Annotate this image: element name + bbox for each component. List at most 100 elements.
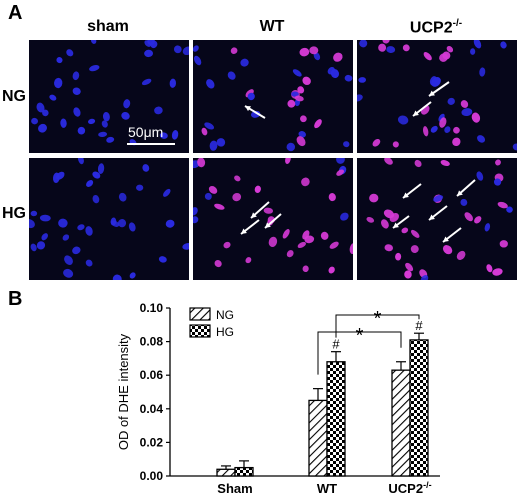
cell-nucleus bbox=[129, 272, 136, 279]
cell-nucleus bbox=[452, 137, 461, 147]
cell-nucleus bbox=[182, 243, 189, 250]
cell-nucleus bbox=[201, 127, 208, 136]
panel-b-letter: B bbox=[8, 288, 23, 310]
cell-nucleus bbox=[144, 40, 152, 47]
cell-nucleus bbox=[121, 111, 130, 120]
cell-nucleus bbox=[328, 266, 335, 274]
cell-nucleus bbox=[314, 119, 322, 129]
cell-nucleus bbox=[38, 123, 47, 133]
micrograph-ucp2-ng bbox=[357, 40, 517, 153]
cell-nucleus bbox=[85, 226, 93, 236]
arrow-head-icon bbox=[251, 212, 257, 218]
cell-nucleus bbox=[141, 78, 152, 86]
cell-nucleus bbox=[31, 117, 39, 125]
cell-nucleus bbox=[358, 77, 367, 83]
cell-nucleus bbox=[154, 106, 163, 115]
cell-nucleus bbox=[476, 171, 484, 181]
cell-nucleus bbox=[423, 52, 432, 61]
cell-nucleus bbox=[336, 169, 345, 176]
cell-nucleus bbox=[169, 78, 177, 88]
cell-nucleus bbox=[64, 255, 73, 265]
bar-HG-WT bbox=[326, 361, 346, 477]
micrograph-ucp2-hg bbox=[357, 158, 517, 280]
cell-nucleus bbox=[193, 216, 199, 224]
cell-nucleus bbox=[492, 268, 503, 276]
y-tick-label: 0.06 bbox=[140, 368, 164, 382]
cell-nucleus bbox=[313, 52, 321, 61]
cell-nucleus bbox=[165, 219, 175, 228]
row-header-ng: NG bbox=[2, 88, 26, 105]
arrow-head-icon bbox=[457, 190, 463, 196]
cell-nucleus bbox=[484, 223, 491, 232]
cell-nucleus bbox=[158, 256, 167, 263]
micrograph-wt-hg-svg bbox=[193, 158, 353, 280]
cell-nucleus bbox=[456, 250, 466, 260]
cell-nucleus bbox=[263, 207, 274, 214]
cell-nucleus bbox=[88, 118, 96, 125]
cell-nucleus bbox=[286, 142, 296, 152]
cell-nucleus bbox=[204, 122, 215, 130]
cell-nucleus bbox=[329, 241, 339, 249]
cell-nucleus bbox=[204, 192, 212, 200]
cell-nucleus bbox=[285, 158, 291, 164]
arrow-head-icon bbox=[393, 222, 399, 228]
y-tick-label: 0.08 bbox=[140, 335, 164, 349]
cell-nucleus bbox=[49, 94, 57, 101]
arrow-head-icon bbox=[245, 106, 251, 112]
cell-nucleus bbox=[327, 67, 335, 75]
micrograph-sham-ng-svg bbox=[29, 40, 189, 153]
cell-nucleus bbox=[299, 47, 310, 57]
column-header-ucp2: UCP2-/- bbox=[356, 18, 516, 37]
chart-bars bbox=[216, 332, 429, 477]
y-tick-label: 0.10 bbox=[140, 301, 164, 315]
cell-nucleus bbox=[42, 109, 49, 117]
cell-nucleus bbox=[56, 57, 63, 64]
legend-swatch-NG bbox=[189, 307, 211, 321]
column-header-sham: sham bbox=[87, 18, 129, 35]
cell-nucleus bbox=[389, 213, 400, 222]
cell-nucleus bbox=[92, 194, 100, 204]
cell-nucleus bbox=[369, 193, 379, 203]
cell-nucleus bbox=[493, 178, 502, 186]
cell-nucleus bbox=[98, 131, 108, 138]
cell-nucleus bbox=[297, 241, 306, 249]
cell-nucleus bbox=[461, 108, 473, 117]
cell-nucleus bbox=[401, 227, 409, 234]
column-header-wt: WT bbox=[259, 18, 285, 35]
y-axis-label: OD of DHE intensity bbox=[116, 333, 131, 450]
cell-nucleus bbox=[486, 264, 493, 273]
cell-nucleus bbox=[193, 55, 202, 66]
cell-nucleus bbox=[163, 188, 171, 197]
cell-nucleus bbox=[442, 245, 453, 255]
cell-nucleus bbox=[499, 240, 508, 248]
cell-nucleus bbox=[171, 130, 179, 140]
cell-nucleus bbox=[77, 126, 86, 135]
arrow-head-icon bbox=[403, 192, 409, 198]
bar-HG-UCP2 bbox=[409, 339, 429, 477]
cell-nucleus bbox=[386, 46, 396, 53]
cell-nucleus bbox=[144, 49, 154, 58]
cell-nucleus bbox=[60, 118, 67, 128]
chart-legend: NG HG bbox=[189, 307, 234, 339]
cell-nucleus bbox=[410, 245, 419, 254]
star-marker: * bbox=[356, 325, 364, 347]
cell-nucleus bbox=[216, 138, 226, 147]
cell-nucleus bbox=[294, 95, 304, 102]
hash-marker: # bbox=[332, 337, 340, 352]
cell-nucleus bbox=[112, 274, 122, 280]
cell-nucleus bbox=[30, 243, 37, 252]
cell-nucleus bbox=[382, 40, 390, 44]
cell-nucleus bbox=[86, 180, 94, 187]
cell-nucleus bbox=[500, 41, 507, 49]
cell-nucleus bbox=[209, 140, 218, 151]
cell-nucleus bbox=[118, 192, 127, 202]
cell-nucleus bbox=[254, 185, 261, 193]
cell-nucleus bbox=[110, 217, 117, 226]
cell-nucleus bbox=[197, 158, 206, 168]
cell-nucleus bbox=[234, 175, 241, 182]
cell-nucleus bbox=[460, 100, 469, 108]
y-tick-label: 0.04 bbox=[140, 402, 164, 416]
cell-nucleus bbox=[512, 143, 517, 151]
cell-nucleus bbox=[470, 48, 476, 55]
cell-nucleus bbox=[392, 141, 399, 148]
